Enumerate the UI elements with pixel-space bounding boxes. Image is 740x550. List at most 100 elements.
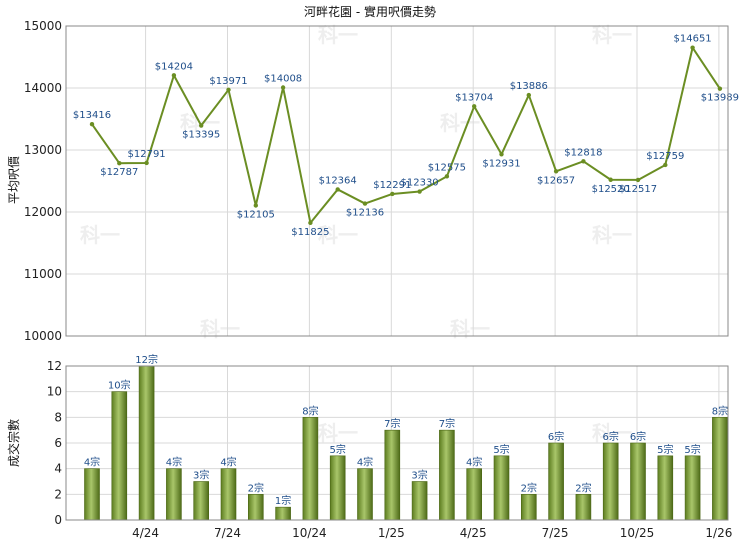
watermark-mark: 科一 [592, 23, 632, 47]
volume-bar [302, 417, 319, 521]
volume-bar-label: 4宗 [166, 456, 182, 469]
price-point-label: $13971 [209, 76, 247, 87]
price-point-label: $12818 [564, 147, 602, 158]
price-point [690, 45, 695, 50]
volume-bar [84, 468, 100, 521]
price-point-label: $12330 [401, 178, 439, 189]
price-point-label: $13395 [182, 130, 220, 141]
volume-y-tick-label: 8 [54, 410, 62, 424]
volume-bar-label: 4宗 [357, 456, 373, 469]
price-point-label: $12657 [537, 175, 575, 186]
volume-bar [248, 494, 264, 521]
price-point [390, 191, 395, 197]
watermark-mark: 科一 [440, 111, 480, 135]
volume-bar [630, 442, 646, 521]
price-point [117, 161, 122, 166]
price-point-label: $13704 [455, 92, 493, 103]
price-point [226, 87, 231, 92]
volume-bar-label: 10宗 [108, 379, 131, 392]
x-tick-label: 10/25 [620, 526, 655, 540]
volume-bar-label: 2宗 [521, 481, 537, 494]
price-point-label: $13416 [73, 110, 111, 121]
price-point [335, 187, 340, 192]
volume-bar [411, 481, 428, 521]
volume-y-tick-label: 2 [54, 487, 62, 501]
x-tick-label: 7/24 [214, 526, 241, 540]
volume-bar-label: 2宗 [575, 481, 591, 494]
volume-y-tick-label: 6 [54, 436, 62, 450]
price-point-label: $12520 [592, 184, 630, 195]
price-point [308, 220, 313, 226]
volume-bars [84, 365, 728, 521]
price-point [553, 169, 559, 174]
price-point [472, 104, 477, 109]
plot-frames [65, 25, 729, 521]
price-y-tick-label: 11000 [24, 267, 62, 281]
price-y-tick-label: 13000 [24, 143, 62, 157]
volume-bar-label: 6宗 [603, 430, 619, 443]
volume-bar [684, 455, 701, 521]
volume-bar-label: 8宗 [302, 404, 318, 417]
volume-bar-label: 6宗 [548, 430, 564, 443]
volume-bar-label: 5宗 [493, 443, 509, 456]
volume-bar-labels: 4宗 10宗 12宗 4宗 3宗 4宗 2宗 1宗 8宗 5宗 4宗 7宗 3宗 7宗 4宗 5宗 2宗 6宗 2宗… [84, 353, 728, 507]
price-y-tick-label: 12000 [24, 205, 62, 219]
price-point-label: $14204 [155, 61, 193, 72]
price-point [253, 203, 258, 208]
watermark-mark: 科一 [592, 421, 632, 445]
watermark-mark: 科一 [318, 23, 358, 47]
volume-bar-label: 4宗 [84, 456, 100, 469]
price-point-label: $12791 [128, 149, 166, 160]
watermark-mark: 科一 [450, 317, 490, 341]
watermark-mark: 科一 [80, 223, 120, 247]
price-point [144, 160, 149, 166]
watermark-mark: 科一 [592, 223, 632, 247]
price-line-layer [89, 45, 723, 226]
x-tick-label: 1/26 [705, 526, 732, 540]
volume-bar-label: 7宗 [439, 417, 455, 430]
price-point-label: $12931 [482, 158, 520, 169]
volume-bar [357, 468, 373, 521]
volume-bar-label: 3宗 [193, 469, 209, 482]
price-point-label: $12136 [346, 208, 384, 219]
x-tick-label: 4/25 [460, 526, 487, 540]
price-point-label: $14651 [674, 34, 712, 45]
price-point [444, 174, 450, 179]
chart-title: 河畔花園 - 實用呎價走勢 [304, 4, 436, 19]
x-tick-label: 4/24 [132, 526, 159, 540]
volume-plot-frame [65, 365, 729, 521]
volume-bar [329, 455, 346, 521]
price-point [663, 162, 668, 168]
volume-bar [220, 468, 237, 521]
volume-bar-label: 1宗 [275, 494, 291, 507]
price-point [89, 122, 95, 127]
price-point-label: $12364 [319, 175, 357, 186]
price-series-line [91, 46, 721, 224]
volume-bar [166, 468, 182, 521]
price-point [199, 123, 204, 128]
volume-bar-label: 5宗 [330, 443, 346, 456]
price-point-label: $13989 [701, 93, 739, 104]
price-axis-label: 平均呎價 [7, 156, 21, 204]
volume-bar [712, 417, 728, 521]
volume-bar-label: 3宗 [411, 469, 427, 482]
price-point-label: $12105 [237, 209, 275, 220]
watermark-mark: 科一 [318, 421, 358, 445]
price-point [635, 177, 641, 183]
volume-y-tick-label: 12 [47, 359, 62, 373]
x-tick-label: 1/25 [378, 526, 405, 540]
price-point-labels: $13416 $12787 $12791 $14204 $13395 $13971 $121… [73, 34, 739, 238]
volume-y-tick-label: 4 [54, 462, 62, 476]
price-point-label: $11825 [291, 227, 329, 238]
price-point [608, 177, 613, 182]
price-point [526, 92, 531, 98]
price-point-label: $12759 [646, 151, 684, 162]
volume-bar-label: 8宗 [712, 404, 728, 417]
volume-bar [275, 506, 291, 521]
price-point-label: $12575 [428, 162, 466, 173]
volume-bar [575, 494, 592, 521]
volume-bar-label: 4宗 [220, 456, 236, 469]
volume-bar [193, 481, 209, 521]
volume-bar-label: 6宗 [630, 430, 646, 443]
